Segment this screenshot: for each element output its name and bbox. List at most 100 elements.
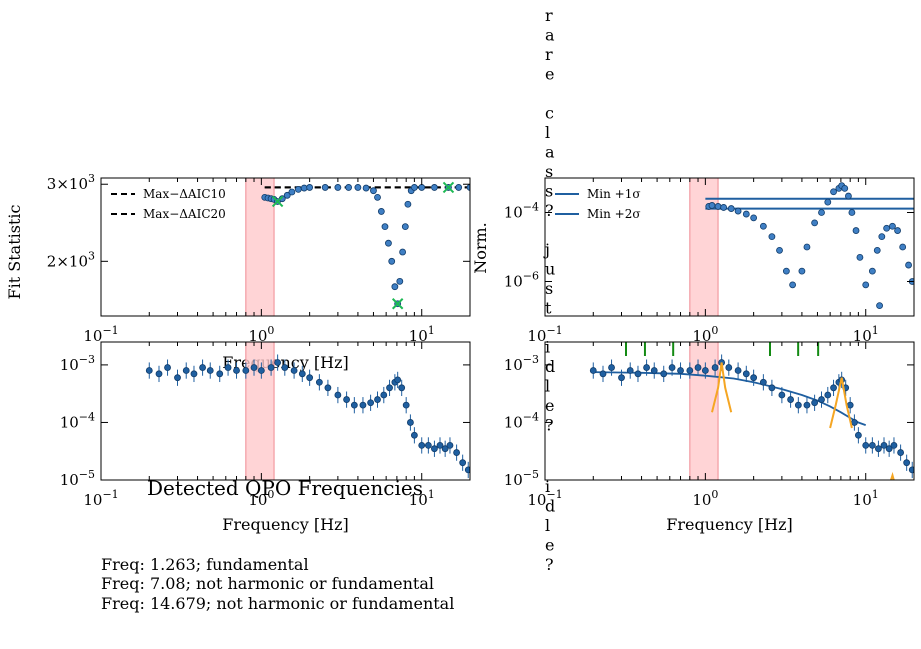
data-point: [776, 246, 783, 254]
data-point: [725, 364, 733, 371]
data-point: [848, 209, 856, 216]
data-point: [370, 187, 377, 195]
data-point: [343, 396, 350, 403]
data-point: [350, 401, 358, 409]
annotation-char: c: [545, 104, 554, 123]
annotation-char: e: [545, 396, 554, 415]
x-tick-label: 10−1: [83, 488, 118, 509]
data-point: [798, 267, 806, 275]
excluded-band: [689, 178, 719, 316]
annotation-char: e: [545, 65, 554, 84]
data-point: [742, 210, 750, 218]
data-point: [381, 223, 389, 231]
data-point: [856, 253, 864, 261]
data-point: [862, 441, 870, 449]
data-point: [708, 202, 716, 209]
y-tick-label: 10−5: [60, 468, 95, 489]
data-point: [794, 401, 802, 409]
data-point: [789, 281, 797, 289]
legend-entry: Min +2σ: [587, 207, 641, 221]
data-point: [396, 277, 404, 285]
data-point: [830, 384, 837, 392]
data-point: [768, 384, 776, 392]
data-point: [626, 367, 634, 374]
data-point: [634, 370, 642, 378]
data-point: [811, 219, 819, 227]
data-point: [334, 391, 342, 399]
data-point: [455, 184, 463, 191]
data-point: [424, 441, 432, 449]
y-tick-label: 10−6: [504, 270, 539, 291]
data-point: [650, 367, 658, 374]
annotation-char: l: [545, 377, 550, 396]
data-point: [453, 449, 461, 456]
data-point: [750, 374, 758, 382]
data-point: [742, 370, 750, 378]
annotation-char: t: [545, 299, 552, 318]
data-point: [668, 364, 676, 371]
data-point: [418, 441, 426, 449]
x-tick-label: 100: [692, 324, 718, 345]
data-point: [841, 184, 849, 192]
data-point: [830, 188, 837, 196]
data-point: [362, 184, 370, 192]
data-point: [410, 184, 418, 191]
y-tick-label: 10−4: [60, 410, 95, 431]
data-point: [851, 419, 858, 426]
data-point: [402, 401, 410, 409]
data-point: [686, 367, 694, 374]
data-point: [388, 257, 396, 265]
legend-entry: Max−ΔAIC20: [143, 207, 226, 221]
data-point: [608, 364, 615, 371]
data-point: [377, 208, 385, 215]
data-point: [459, 459, 467, 467]
data-point: [155, 370, 163, 378]
legend: Min +1σ Min +2σ: [555, 187, 641, 221]
data-point: [599, 370, 607, 378]
data-point: [727, 205, 735, 212]
y-axis-label: Norm.: [471, 222, 490, 274]
data-point: [862, 281, 870, 289]
data-point: [345, 184, 353, 191]
detection-marker: [442, 181, 455, 194]
y-tick-label: 10−3: [60, 353, 95, 374]
data-point: [385, 239, 392, 247]
data-point: [380, 391, 388, 399]
annotation-char: j: [543, 240, 550, 259]
data-point: [818, 209, 825, 216]
data-point: [334, 184, 342, 191]
axes-frame: [544, 341, 915, 481]
data-point: [878, 233, 886, 241]
data-point: [206, 367, 214, 374]
x-tick-label: 100: [248, 324, 274, 345]
report-line-1: Freq: 1.263; fundamental: [101, 555, 309, 574]
plot-area: [245, 178, 470, 316]
data-point: [787, 396, 794, 403]
data-point: [315, 378, 323, 386]
annotation-char: i: [545, 338, 550, 357]
annotation-char: r: [545, 45, 553, 64]
data-point: [386, 384, 393, 392]
panel-spectrum: 10−1 100 101 10−5 10−4 10−3 Frequency [Hz]: [60, 341, 471, 534]
data-point: [711, 364, 719, 371]
data-point: [281, 364, 289, 371]
data-point: [233, 367, 240, 374]
data-point: [782, 267, 790, 275]
data-point: [354, 184, 362, 191]
data-point: [845, 192, 852, 200]
annotation-char: d: [545, 497, 555, 516]
detection-marker: [391, 298, 404, 310]
axes-frame: [100, 177, 471, 317]
data-point: [618, 374, 625, 382]
data-point: [174, 374, 181, 382]
annotation-char: u: [545, 260, 555, 279]
report-title: Detected QPO Frequencies: [147, 476, 423, 500]
data-point: [199, 364, 206, 371]
data-point: [283, 191, 291, 199]
qpo-curve: [829, 377, 853, 429]
data-point: [643, 364, 650, 371]
